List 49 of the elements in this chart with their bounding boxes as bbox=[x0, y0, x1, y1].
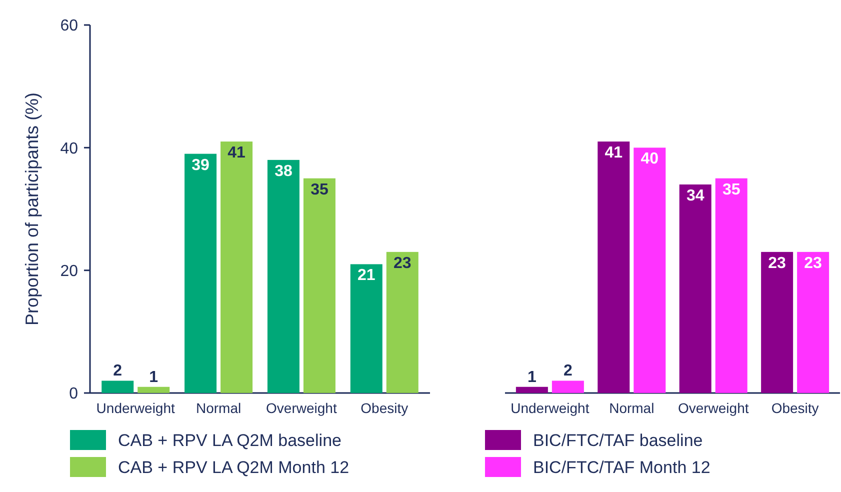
data-label: 39 bbox=[192, 156, 210, 174]
bar bbox=[102, 380, 134, 393]
bar bbox=[679, 184, 712, 393]
data-label: 23 bbox=[393, 254, 412, 272]
y-tick-label: 40 bbox=[60, 140, 78, 158]
x-tick-label: Normal bbox=[609, 400, 654, 416]
bar bbox=[797, 252, 830, 393]
x-tick-label: Obesity bbox=[360, 400, 408, 416]
data-label: 41 bbox=[604, 144, 623, 162]
bar bbox=[386, 252, 418, 393]
bar bbox=[350, 264, 382, 393]
data-label: 23 bbox=[768, 254, 786, 272]
x-tick-label: Obesity bbox=[771, 400, 819, 416]
bar bbox=[516, 386, 548, 393]
y-axis-title: Proportion of participants (%) bbox=[22, 92, 42, 326]
x-tick-label: Underweight bbox=[510, 400, 590, 416]
data-label: 2 bbox=[563, 362, 572, 380]
data-label: 2 bbox=[113, 362, 122, 380]
x-tick-label: Overweight bbox=[266, 400, 337, 416]
bar bbox=[303, 178, 336, 393]
bar bbox=[220, 142, 253, 393]
bar bbox=[715, 178, 748, 393]
x-tick-label: Normal bbox=[196, 400, 242, 416]
bar bbox=[184, 154, 217, 393]
data-label: 1 bbox=[149, 368, 158, 386]
bar bbox=[552, 380, 584, 393]
bar bbox=[761, 252, 794, 393]
data-label: 35 bbox=[722, 181, 740, 198]
data-label: 1 bbox=[527, 368, 536, 386]
legend-label: BIC/FTC/TAF Month 12 bbox=[533, 458, 710, 477]
x-tick-label: Underweight bbox=[96, 400, 176, 416]
legend-label: CAB + RPV LA Q2M Month 12 bbox=[118, 458, 350, 477]
data-label: 23 bbox=[804, 254, 822, 272]
y-tick-label: 20 bbox=[60, 262, 78, 280]
bar bbox=[267, 160, 300, 393]
legend-label: BIC/FTC/TAF baseline bbox=[533, 430, 703, 450]
y-tick-label: 60 bbox=[60, 18, 78, 35]
data-label: 35 bbox=[310, 181, 328, 198]
data-label: 21 bbox=[357, 267, 376, 284]
x-tick-label: Overweight bbox=[678, 400, 749, 416]
legend-label: CAB + RPV LA Q2M baseline bbox=[118, 430, 342, 450]
data-label: 38 bbox=[274, 162, 292, 180]
data-label: 41 bbox=[228, 144, 246, 162]
bar bbox=[634, 148, 666, 393]
data-label: 40 bbox=[640, 150, 659, 168]
data-label: 34 bbox=[686, 187, 704, 204]
y-tick-label: 0 bbox=[69, 386, 78, 403]
bar bbox=[598, 142, 630, 393]
bar bbox=[138, 386, 170, 393]
